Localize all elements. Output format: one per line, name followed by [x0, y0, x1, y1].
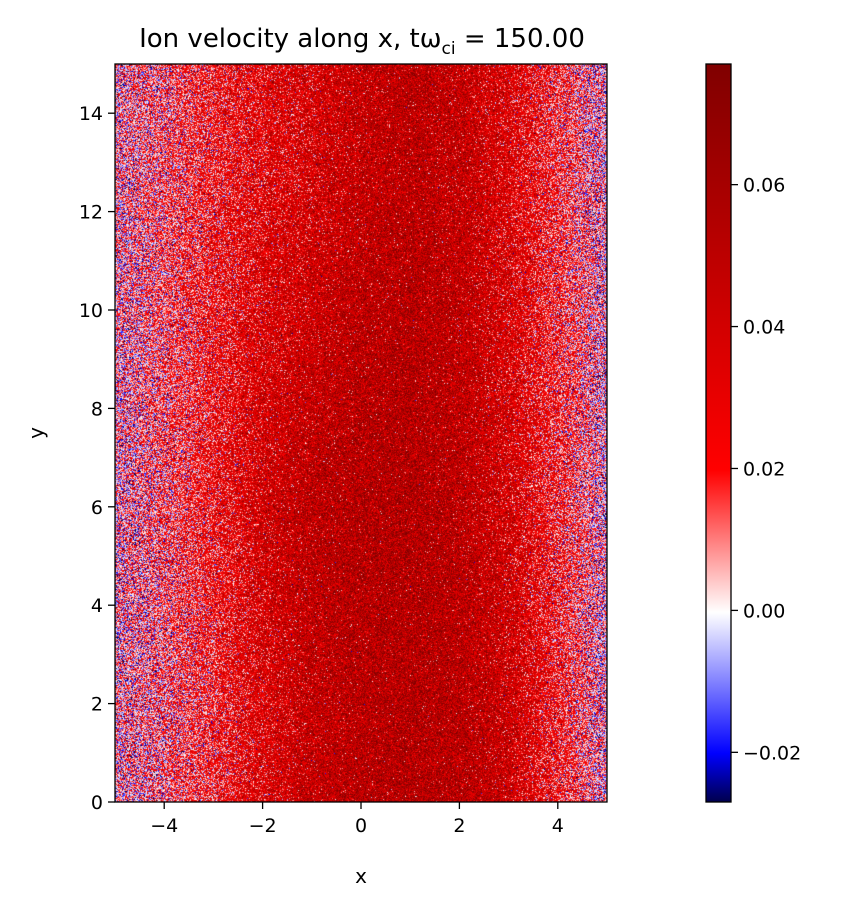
x-tick-label: 4 [552, 815, 564, 837]
colorbar-tick-label: 0.06 [743, 175, 785, 197]
x-tick-label: −4 [150, 815, 178, 837]
x-axis: −4 −2 0 2 4 [150, 802, 564, 837]
heatmap-area [114, 63, 608, 803]
colorbar-tick-label: 0.00 [743, 600, 785, 622]
colorbar-tick-label: 0.04 [743, 317, 785, 339]
y-tick-label: 0 [91, 792, 103, 814]
chart-title: Ion velocity along x, tωci = 150.00 [139, 24, 585, 59]
y-tick-label: 14 [79, 103, 103, 125]
colorbar-gradient [706, 64, 731, 802]
heatmap-canvas [115, 64, 607, 802]
y-axis-label: y [24, 427, 48, 439]
colorbar-tick-label: −0.02 [743, 742, 801, 764]
colorbar-tick-label: 0.02 [743, 458, 785, 480]
x-tick-label: 0 [355, 815, 367, 837]
y-tick-label: 8 [91, 398, 103, 420]
colorbar-ticks: −0.02 0.00 0.02 0.04 0.06 [731, 175, 801, 764]
colorbar: −0.02 0.00 0.02 0.04 0.06 [705, 63, 801, 803]
colorbar-frame [705, 63, 732, 803]
y-tick-label: 12 [79, 202, 103, 224]
y-tick-label: 2 [91, 694, 103, 716]
x-axis-label: x [355, 864, 367, 888]
y-tick-label: 10 [79, 300, 103, 322]
x-tick-label: −2 [249, 815, 277, 837]
x-tick-label: 2 [453, 815, 465, 837]
y-axis: 0 2 4 6 8 10 12 14 [79, 103, 115, 814]
y-tick-label: 6 [91, 497, 103, 519]
y-tick-label: 4 [91, 595, 103, 617]
